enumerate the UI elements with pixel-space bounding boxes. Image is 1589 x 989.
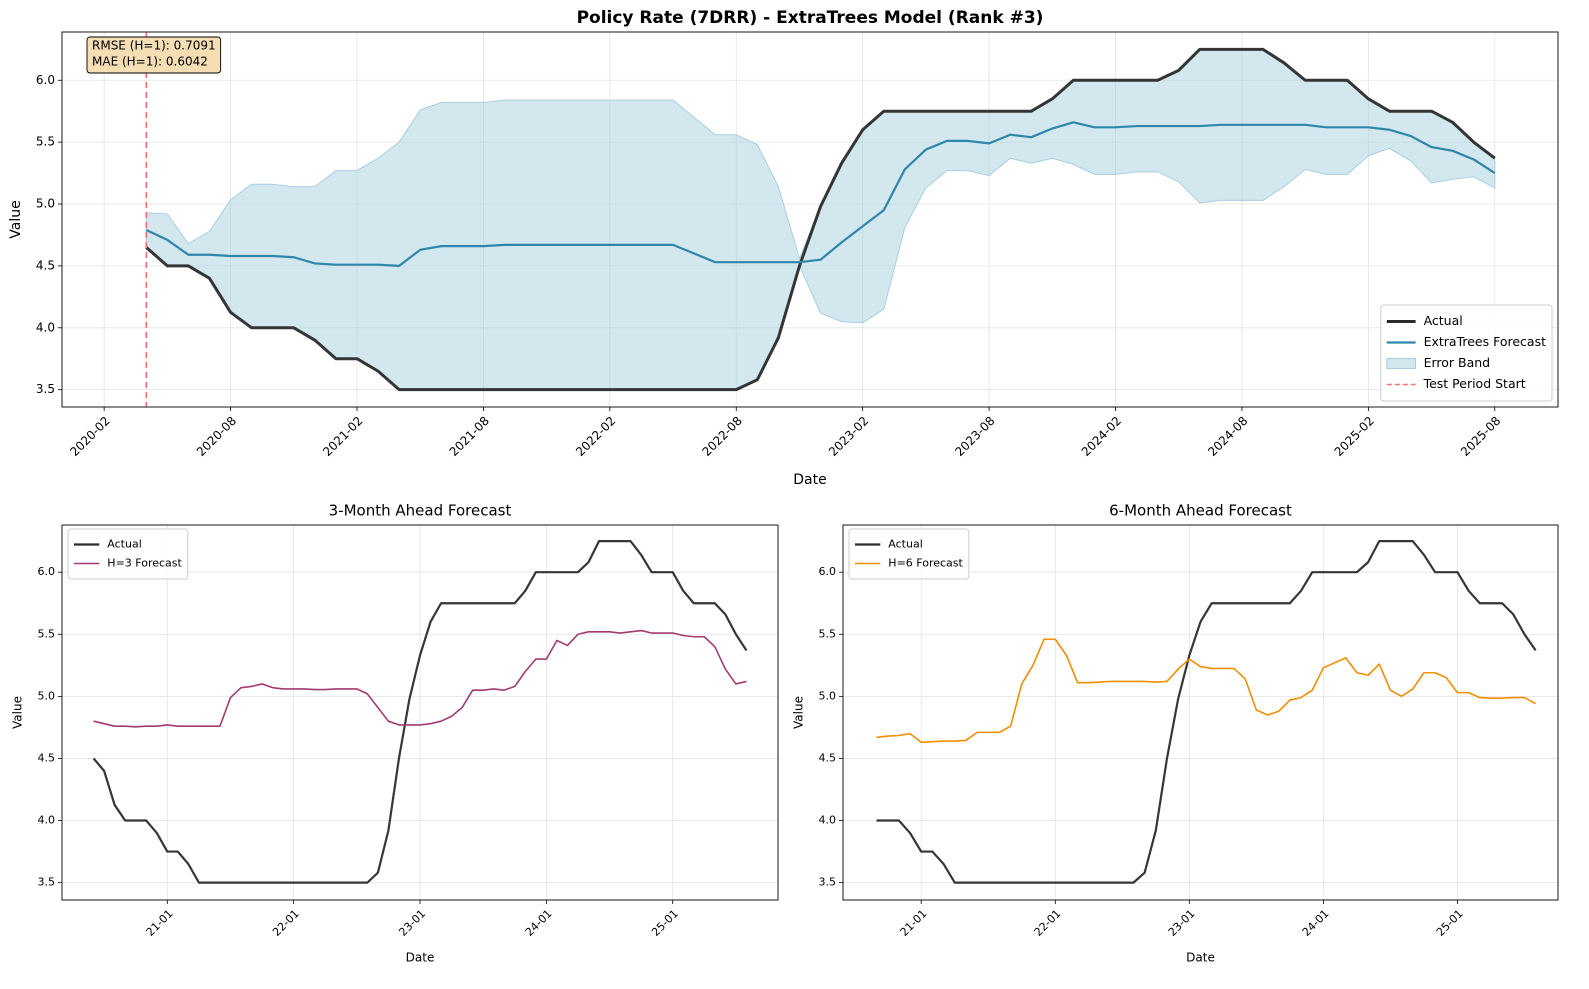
x-tick-label: 25-01 bbox=[649, 907, 681, 939]
plot-frame bbox=[61, 524, 779, 901]
y-tick-label: 5.0 bbox=[819, 689, 837, 702]
legend-frame bbox=[67, 528, 189, 580]
line bbox=[876, 540, 1537, 884]
legend-frame bbox=[848, 528, 970, 580]
x-tick-label: 2020-08 bbox=[194, 414, 239, 459]
legend-frame bbox=[1380, 304, 1553, 402]
x-tick-label: 2023-02 bbox=[826, 414, 871, 459]
legend-label: Actual bbox=[1424, 313, 1463, 328]
y-tick-label: 6.0 bbox=[819, 565, 837, 578]
x-tick-label: 21-01 bbox=[898, 907, 930, 939]
legend: Actual H=6 Forecast bbox=[848, 528, 970, 580]
legend-label: Actual bbox=[107, 538, 141, 551]
x-tick-label: 2021-08 bbox=[447, 414, 492, 459]
y-tick-label: 4.0 bbox=[36, 320, 55, 334]
y-tick-label: 3.5 bbox=[819, 876, 837, 889]
y-tick-label: 4.0 bbox=[819, 814, 837, 827]
y-tick-label: 5.5 bbox=[36, 135, 55, 149]
y-axis-label: Value bbox=[8, 200, 24, 238]
line bbox=[876, 638, 1537, 744]
x-tick-label: 22-01 bbox=[1032, 907, 1064, 939]
x-tick-label: 2024-08 bbox=[1205, 414, 1250, 459]
x-tick-label: 23-01 bbox=[396, 907, 428, 939]
x-tick-label: 24-01 bbox=[1300, 907, 1332, 939]
legend-label: Actual bbox=[888, 538, 922, 551]
x-tick-label: 24-01 bbox=[523, 907, 555, 939]
x-tick-label: 21-01 bbox=[144, 907, 176, 939]
metrics-box bbox=[86, 36, 222, 74]
y-axis-label: Value bbox=[792, 696, 806, 729]
legend: Actual ExtraTrees Forecast Error Band Test … bbox=[1380, 304, 1553, 402]
x-tick-label: 2020-02 bbox=[67, 414, 112, 459]
plot-frame bbox=[61, 31, 1559, 408]
x-axis-label: Date bbox=[793, 472, 826, 488]
chart-title: Policy Rate (7DRR) - ExtraTrees Model (R… bbox=[577, 8, 1044, 28]
y-tick-label: 4.5 bbox=[36, 258, 55, 272]
subplot: 3.5 4.0 4.5 5.0 5.5 6.0 21-01 22-01 23-01 24-01 25… bbox=[792, 502, 1559, 965]
legend-label: ExtraTrees Forecast bbox=[1424, 334, 1547, 349]
y-tick-label: 3.5 bbox=[36, 382, 55, 396]
y-tick-label: 5.0 bbox=[36, 197, 55, 211]
x-tick-label: 2025-08 bbox=[1458, 414, 1503, 459]
legend-label: Error Band bbox=[1424, 355, 1491, 370]
x-tick-label: 2021-02 bbox=[320, 414, 365, 459]
x-tick-label: 22-01 bbox=[270, 907, 302, 939]
legend: Actual H=3 Forecast bbox=[67, 528, 189, 580]
x-tick-label: 25-01 bbox=[1434, 907, 1466, 939]
x-tick-label: 23-01 bbox=[1166, 907, 1198, 939]
y-axis-label: Value bbox=[11, 696, 25, 729]
legend-label: H=6 Forecast bbox=[888, 557, 963, 570]
y-tick-label: 4.5 bbox=[819, 751, 837, 764]
line bbox=[92, 540, 748, 884]
x-axis-label: Date bbox=[1186, 951, 1215, 965]
y-tick-label: 4.5 bbox=[38, 751, 56, 764]
line bbox=[145, 121, 1496, 268]
x-axis-label: Date bbox=[406, 951, 435, 965]
y-tick-label: 5.0 bbox=[38, 689, 56, 702]
x-tick-label: 2022-02 bbox=[573, 414, 618, 459]
line bbox=[145, 47, 1496, 392]
y-tick-label: 6.0 bbox=[36, 73, 55, 87]
line bbox=[93, 629, 747, 728]
x-tick-label: 2024-02 bbox=[1079, 414, 1124, 459]
legend-swatch bbox=[1386, 358, 1417, 369]
plot-area bbox=[843, 525, 1558, 900]
x-tick-label: 2025-02 bbox=[1332, 414, 1377, 459]
x-tick-label: 2022-08 bbox=[699, 414, 744, 459]
legend-label: H=3 Forecast bbox=[107, 557, 182, 570]
plot-frame bbox=[842, 524, 1559, 901]
legend-label: Test Period Start bbox=[1423, 376, 1526, 391]
subplot: 3.5 4.0 4.5 5.0 5.5 6.0 2020-02 2020-08 2021-02 2… bbox=[8, 8, 1559, 488]
x-tick-label: 2023-08 bbox=[952, 414, 997, 459]
y-tick-label: 6.0 bbox=[38, 565, 56, 578]
y-tick-label: 3.5 bbox=[38, 876, 56, 889]
chart-title: 3-Month Ahead Forecast bbox=[329, 502, 512, 520]
y-tick-label: 4.0 bbox=[38, 814, 56, 827]
chart-title: 6-Month Ahead Forecast bbox=[1109, 502, 1292, 520]
metrics-text: MAE (H=1): 0.6042 bbox=[92, 55, 208, 69]
subplot: 3.5 4.0 4.5 5.0 5.5 6.0 21-01 22-01 23-01 24-01 25… bbox=[11, 502, 779, 965]
metrics-text: RMSE (H=1): 0.7091 bbox=[92, 39, 216, 53]
y-tick-label: 5.5 bbox=[819, 627, 837, 640]
y-tick-label: 5.5 bbox=[38, 627, 56, 640]
